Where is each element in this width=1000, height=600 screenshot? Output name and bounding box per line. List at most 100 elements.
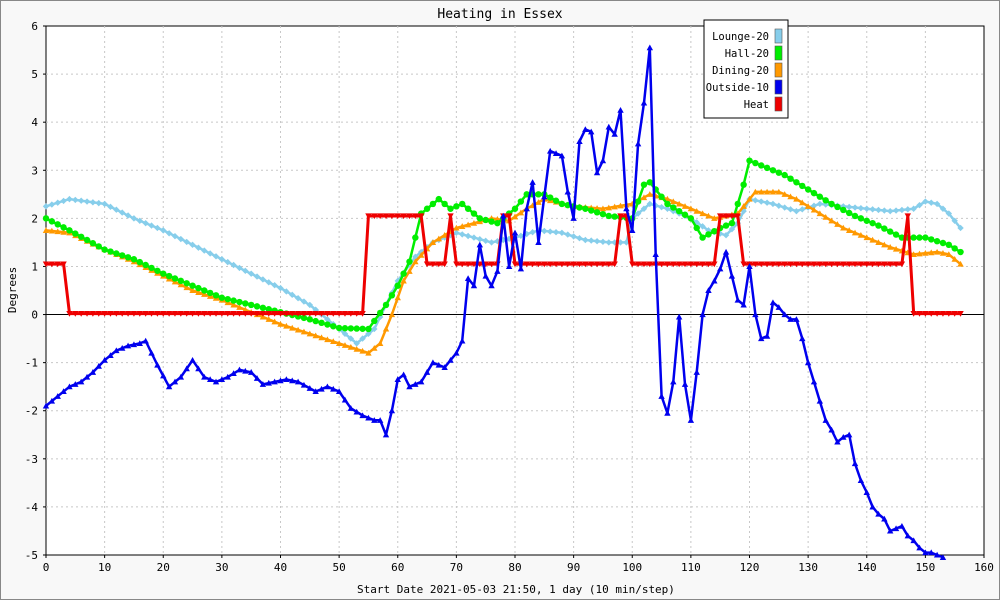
data-point	[617, 202, 624, 209]
data-point	[740, 261, 747, 268]
data-point	[289, 377, 296, 384]
data-point	[582, 126, 589, 132]
data-point	[300, 298, 308, 305]
data-point	[195, 284, 202, 292]
data-point	[593, 205, 601, 211]
x-tick-label: 60	[391, 561, 404, 574]
data-point	[775, 202, 783, 209]
data-point	[629, 227, 636, 233]
data-point	[558, 261, 566, 268]
data-point	[787, 316, 794, 322]
data-point	[435, 261, 442, 268]
legend-label: Hall-20	[725, 48, 769, 60]
data-point	[523, 205, 530, 212]
data-point	[916, 201, 923, 209]
data-point	[306, 316, 314, 323]
data-point	[505, 235, 513, 243]
data-point	[816, 261, 824, 268]
data-point	[928, 249, 935, 256]
data-point	[435, 235, 442, 242]
data-point	[470, 219, 478, 226]
data-point	[148, 349, 155, 356]
data-point	[488, 218, 495, 225]
data-point	[177, 373, 185, 380]
data-point	[945, 311, 953, 317]
data-point	[716, 213, 724, 220]
grid	[45, 25, 985, 556]
data-point	[242, 367, 249, 374]
data-point	[230, 370, 237, 377]
data-point	[171, 232, 179, 240]
data-point	[459, 200, 466, 208]
data-point	[160, 227, 167, 234]
data-point	[863, 217, 870, 224]
data-point	[371, 325, 378, 333]
data-point	[154, 267, 161, 274]
data-point	[271, 378, 278, 385]
legend-swatch	[774, 28, 783, 44]
data-point	[265, 279, 272, 286]
data-point	[552, 261, 560, 268]
data-point	[54, 261, 61, 268]
data-point	[365, 330, 372, 337]
data-point	[529, 179, 536, 185]
data-point	[201, 291, 208, 297]
data-point	[910, 537, 917, 544]
data-point	[523, 261, 530, 268]
data-point	[541, 227, 548, 235]
data-point	[828, 200, 835, 208]
y-tick-label: 4	[31, 116, 38, 129]
x-axis-label: Start Date 2021-05-03 21:50, 1 day (10 m…	[357, 583, 675, 596]
data-point	[845, 431, 853, 438]
data-point	[376, 417, 384, 423]
data-point	[752, 261, 759, 268]
data-point	[318, 311, 325, 317]
data-point	[494, 268, 501, 274]
data-point	[892, 231, 900, 238]
data-point	[623, 239, 630, 246]
data-point	[189, 241, 196, 249]
data-point	[711, 277, 718, 284]
data-point	[165, 383, 173, 390]
data-point	[951, 217, 958, 224]
data-point	[881, 225, 888, 232]
data-point	[552, 197, 560, 204]
data-point	[857, 215, 865, 222]
data-point	[177, 235, 185, 243]
data-point	[330, 323, 337, 330]
data-point	[165, 230, 173, 237]
data-point	[341, 342, 349, 348]
data-point	[605, 212, 612, 220]
data-point	[230, 297, 237, 304]
legend-label: Heat	[744, 99, 769, 111]
data-point	[306, 385, 314, 391]
data-point	[394, 294, 401, 301]
data-point	[781, 171, 788, 179]
data-point	[892, 245, 900, 252]
data-point	[605, 204, 612, 211]
data-point	[312, 388, 319, 395]
data-point	[652, 251, 659, 257]
data-point	[230, 311, 237, 317]
data-point	[699, 261, 706, 268]
data-point	[119, 311, 126, 317]
data-point	[265, 311, 272, 317]
data-point	[453, 261, 460, 268]
legend-box	[703, 19, 789, 119]
data-point	[558, 229, 566, 236]
data-point	[42, 215, 50, 222]
data-point	[353, 325, 360, 332]
data-point	[845, 227, 853, 233]
data-point	[634, 210, 642, 217]
data-point	[136, 258, 143, 266]
data-point	[869, 236, 876, 243]
data-point	[869, 503, 876, 510]
series-line	[46, 214, 961, 316]
data-point	[183, 238, 190, 246]
data-point	[605, 123, 612, 130]
data-point	[922, 234, 929, 241]
data-point	[89, 311, 97, 317]
data-point	[599, 157, 607, 164]
data-point	[83, 236, 91, 244]
